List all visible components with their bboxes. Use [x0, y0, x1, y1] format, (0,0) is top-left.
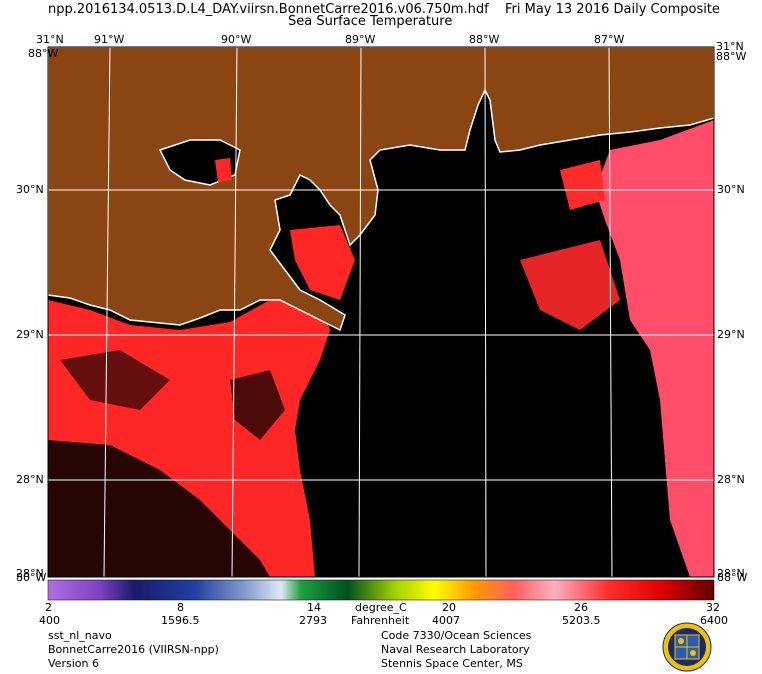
cb-unit-f: Fahrenheit — [351, 614, 410, 627]
lon-label: 91°W — [94, 33, 125, 46]
graticule — [48, 47, 714, 577]
lat-label-right: 29°N — [717, 328, 745, 341]
cb-tick-c: 26 — [574, 601, 588, 614]
lat-label-bottom-right: 28°N — [717, 567, 745, 580]
cb-unit-c: degree_C — [355, 601, 407, 614]
lat-label-right: 28°N — [717, 473, 745, 486]
cb-tick-raw: 400 — [39, 614, 60, 627]
lon-label: 89°W — [345, 33, 376, 46]
lat-label-bottom: 28°N — [16, 567, 44, 580]
cb-tick-c: 8 — [177, 601, 184, 614]
cb-tick-c: 20 — [442, 601, 456, 614]
cb-tick-c: 32 — [706, 601, 720, 614]
corner-label: 80°W — [16, 571, 47, 584]
footer-right-line: Naval Research Laboratory — [381, 643, 530, 656]
lat-label-left: 28°N — [16, 473, 44, 486]
lat-label-right: 30°N — [717, 183, 745, 196]
footer-left-line: Version 6 — [48, 657, 99, 670]
corner-label: 88°W — [717, 571, 748, 584]
lat-label-top-right: 31°N — [716, 40, 744, 53]
cb-tick-raw: 4007 — [432, 614, 460, 627]
sst-region-east — [595, 120, 714, 577]
lat-label-left: 29°N — [16, 328, 44, 341]
nrl-seal-icon — [662, 622, 712, 672]
corner-label: 88°W — [716, 50, 747, 63]
sst-gap — [48, 440, 270, 577]
lon-label: 87°W — [594, 33, 625, 46]
composite-date: Fri May 13 2016 Daily Composite — [505, 2, 720, 17]
cb-tick-c: 14 — [307, 601, 321, 614]
lat-label-top: 31°N — [36, 33, 64, 46]
cb-tick-raw: 1596.5 — [161, 614, 200, 627]
footer-left-line: BonnetCarre2016 (VIIRSN-npp) — [48, 643, 219, 656]
cb-tick-raw: 5203.5 — [562, 614, 601, 627]
lon-label: 88°W — [469, 33, 500, 46]
corner-label: 88°W — [28, 47, 59, 60]
cb-tick-c: 2 — [45, 601, 52, 614]
product-filename: npp.2016134.0513.D.L4_DAY.viirsn.BonnetC… — [48, 2, 489, 17]
footer-right-line: Code 7330/Ocean Sciences — [381, 629, 532, 642]
lon-label: 90°W — [221, 33, 252, 46]
product-subtitle: Sea Surface Temperature — [288, 14, 453, 29]
cb-tick-raw: 2793 — [299, 614, 327, 627]
footer-left-line: sst_nl_navo — [48, 629, 112, 642]
footer-right-line: Stennis Space Center, MS — [381, 657, 523, 670]
land-area — [48, 47, 714, 332]
map-frame — [47, 46, 715, 578]
colorbar — [47, 579, 715, 601]
lat-label-left: 30°N — [16, 183, 44, 196]
cb-tick-raw: 6400 — [700, 614, 728, 627]
